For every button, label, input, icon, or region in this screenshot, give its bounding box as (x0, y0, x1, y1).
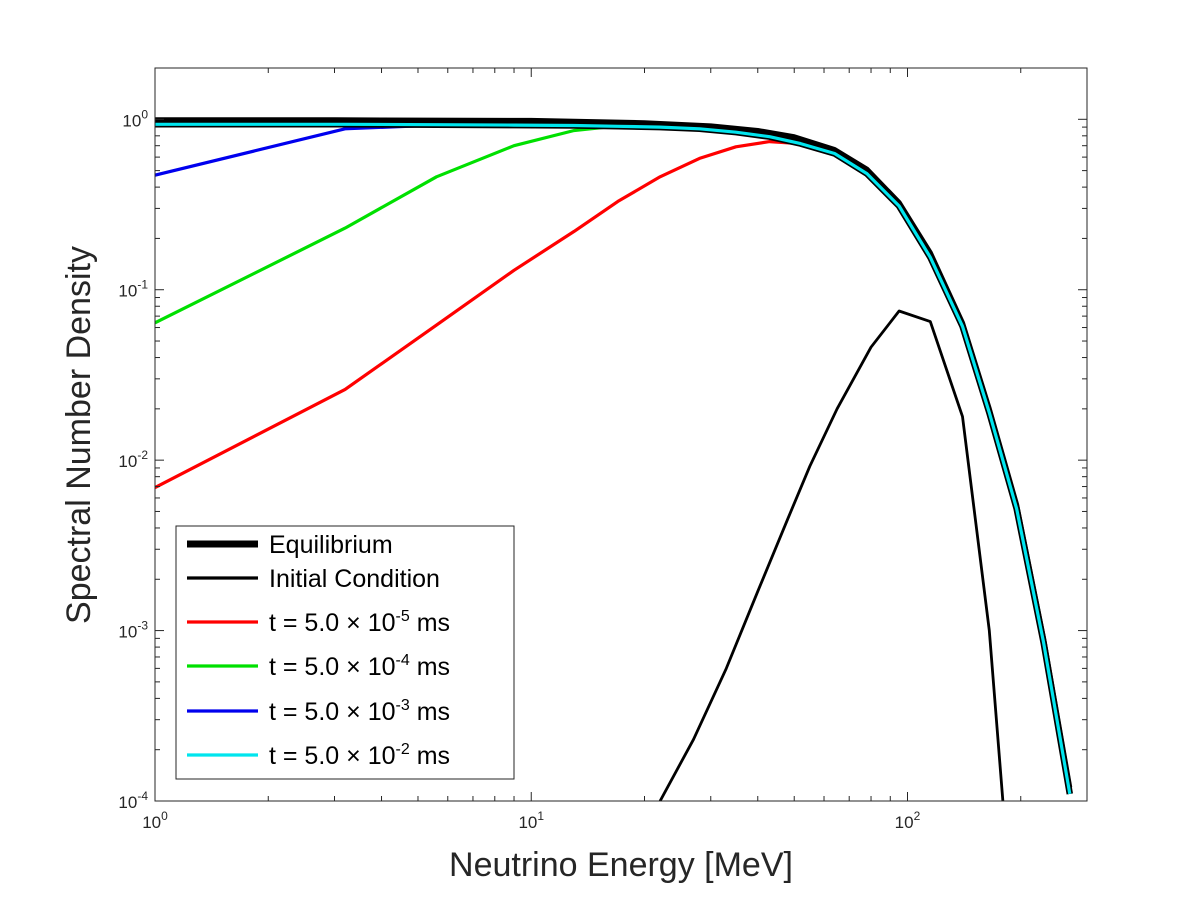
legend-items: Equilibrium Initial Condition t = 5.0 × 10… (187, 531, 450, 770)
legend-label-1: Equilibrium (269, 531, 393, 559)
series-line-2 (658, 309, 1005, 801)
y-tick-label: 10-2 (118, 448, 148, 471)
x-tick-label: 100 (142, 809, 168, 832)
plot-frame (154, 67, 1088, 802)
legend-label-6: t = 5.0 × 10-2 ms (269, 741, 450, 770)
series-layer (155, 117, 1074, 801)
tick-layer (154, 67, 1088, 802)
y-tick-label: 10-1 (118, 278, 148, 301)
legend-label-3: t = 5.0 × 10-5 ms (269, 608, 450, 637)
y-tick-label: 10-3 (118, 619, 148, 642)
legend-label-4: t = 5.0 × 10-4 ms (269, 652, 450, 681)
legend-box (175, 525, 515, 780)
legend-label-5: t = 5.0 × 10-3 ms (269, 697, 450, 726)
x-tick-label: 102 (895, 809, 921, 832)
legend-label-2: Initial Condition (269, 565, 440, 593)
legend: Equilibrium Initial Condition t = 5.0 × 10… (175, 525, 515, 780)
x-tick-label: 101 (518, 809, 544, 832)
y-tick-label: 10-4 (118, 789, 148, 812)
series-line-6 (155, 122, 1072, 795)
x-axis-title: Neutrino Energy [MeV] (449, 846, 793, 884)
y-tick-label: 100 (122, 107, 148, 130)
y-axis-title: Spectral Number Density (60, 246, 98, 624)
tick-label-layer: 100 101 102 10-4 10-3 10-2 10-1 100 (118, 107, 920, 832)
